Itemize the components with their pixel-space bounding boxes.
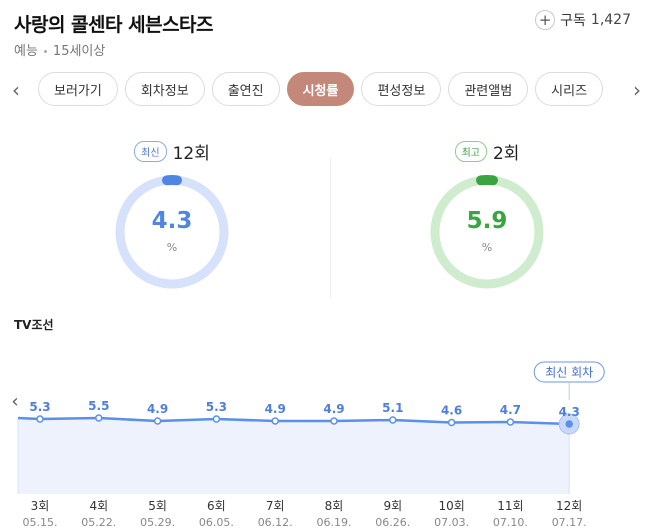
best-rating-card: 최고 2회 5.9 % [407, 138, 567, 289]
ratings-chart: 최신 회차 5.3 3회 05.15. 5.5 4회 05.22. 4.9 5회 05.29. 5.… [0, 356, 651, 530]
x-tick-episode: 5회 [148, 499, 167, 513]
ratings-summary: 최신 12회 4.3 % 최고 2회 5.9 % [0, 138, 651, 298]
data-point [271, 417, 279, 425]
data-point [36, 415, 44, 423]
data-label: 4.3 [559, 405, 580, 419]
tab-schedule[interactable]: 편성정보 [361, 72, 442, 106]
data-label: 4.7 [500, 403, 521, 417]
x-tick-episode: 4회 [89, 499, 108, 513]
data-point [330, 417, 338, 425]
data-label: 4.9 [265, 402, 286, 416]
best-rating-value: 5.9 [466, 208, 508, 234]
data-point [95, 414, 103, 422]
ratings-chart-svg: 최신 회차 5.3 3회 05.15. 5.5 4회 05.22. 4.9 5회 05.29. 5.… [17, 361, 605, 529]
meta-separator [43, 50, 47, 53]
x-tick-date: 07.03. [434, 516, 469, 529]
subscribe-label: 구독 [560, 13, 586, 29]
latest-rating-ring [115, 175, 229, 289]
data-label: 5.3 [206, 400, 227, 414]
summary-divider [330, 158, 331, 298]
x-tick-date: 07.10. [493, 516, 528, 529]
tab-ratings[interactable]: 시청률 [286, 72, 355, 106]
x-tick-episode: 12회 [556, 499, 582, 513]
broadcaster-label: TV조선 [14, 318, 54, 332]
x-tick-date: 07.17. [552, 516, 587, 529]
tab-episode-info[interactable]: 회차정보 [124, 72, 205, 106]
tabs-prev-chevron-icon[interactable]: ‹ [12, 78, 20, 102]
data-point [506, 418, 515, 426]
data-label: 4.6 [441, 404, 462, 418]
best-rating-ring [430, 174, 544, 289]
x-tick-episode: 3회 [31, 499, 50, 513]
data-label: 4.9 [323, 402, 344, 416]
best-episode: 2회 [492, 143, 520, 164]
x-tick-date: 05.29. [140, 516, 175, 529]
genre-label: 예능 [14, 44, 38, 59]
latest-rating-unit: % [166, 241, 178, 254]
tab-albums[interactable]: 관련앨범 [448, 72, 529, 106]
x-tick-episode: 9회 [383, 499, 402, 513]
best-rating-unit: % [481, 241, 493, 254]
x-tick-date: 06.05. [199, 516, 234, 529]
data-label: 5.3 [29, 400, 50, 414]
latest-episode-annotation[interactable]: 최신 회차 [533, 361, 605, 383]
tabs-next-chevron-icon[interactable]: › [633, 78, 641, 102]
subscribe-count: 1,427 [590, 12, 631, 28]
data-point [153, 417, 162, 425]
latest-badge: 최신 [134, 140, 167, 162]
tab-list: 보러가기 회차정보 출연진 시청률 편성정보 관련앨범 시리즈 [38, 72, 610, 106]
x-tick-episode: 7회 [266, 499, 285, 513]
x-tick-date: 06.19. [317, 516, 352, 529]
chart-prev-chevron-icon[interactable]: ‹ [4, 390, 26, 412]
x-tick-date: 05.15. [23, 516, 58, 529]
subscribe-button[interactable]: + 구독 1,427 [535, 10, 631, 30]
best-badge: 최고 [454, 140, 487, 162]
tab-cast[interactable]: 출연진 [211, 72, 280, 106]
age-rating-label: 15세이상 [52, 44, 106, 59]
x-tick-date: 06.12. [258, 516, 293, 529]
tab-bar: ‹ 보러가기 회차정보 출연진 시청률 편성정보 관련앨범 시리즈 › [0, 70, 651, 112]
program-meta: 예능 15세이상 [14, 40, 105, 59]
x-tick-episode: 11회 [497, 499, 523, 513]
latest-episode: 12회 [172, 143, 210, 164]
data-label: 5.5 [88, 399, 109, 413]
plus-icon: + [535, 10, 556, 30]
data-point [565, 420, 573, 428]
data-label: 4.9 [147, 402, 168, 416]
program-title: 사랑의 콜센타 세븐스타즈 [14, 14, 214, 36]
x-tick-date: 06.26. [375, 516, 410, 529]
x-tick-episode: 10회 [438, 499, 464, 513]
data-point [447, 418, 456, 427]
x-tick-date: 05.22. [81, 516, 116, 529]
data-label: 5.1 [382, 401, 403, 415]
annotation-label: 최신 회차 [545, 366, 593, 380]
x-tick-episode: 8회 [325, 499, 344, 513]
tab-watch[interactable]: 보러가기 [38, 72, 118, 106]
program-header: 사랑의 콜센타 세븐스타즈 예능 15세이상 + 구독 1,427 [0, 0, 651, 66]
latest-rating-card: 최신 12회 4.3 % [92, 138, 252, 289]
x-tick-episode: 6회 [207, 499, 226, 513]
data-point [212, 415, 221, 423]
tab-series[interactable]: 시리즈 [535, 72, 604, 106]
latest-rating-value: 4.3 [151, 208, 193, 234]
chart-area-fill [18, 418, 570, 494]
data-point [389, 416, 397, 424]
